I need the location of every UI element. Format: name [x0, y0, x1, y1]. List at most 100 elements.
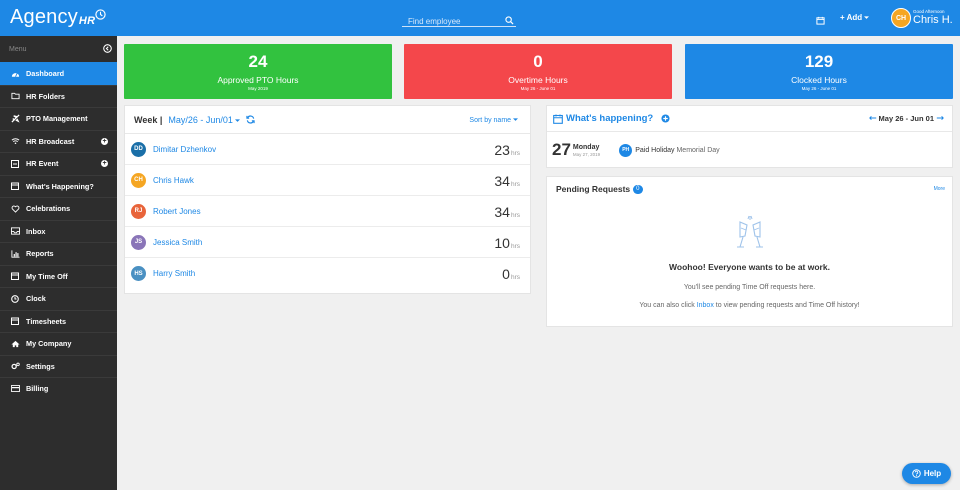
sidebar-item-dashboard[interactable]: Dashboard [0, 62, 117, 85]
employee-name-link[interactable]: Harry Smith [153, 269, 196, 278]
pending-requests-header: Pending Requests 0 More [547, 177, 952, 201]
sidebar-item-label: Reports [26, 249, 54, 259]
week-range-dropdown[interactable]: May/26 - Jun/01 [168, 115, 241, 125]
greeting-text: Good Afternoon [913, 9, 945, 14]
sidebar-item-label: HR Folders [26, 91, 65, 101]
event-row: 27 Monday May 27, 2019 PH Paid Holiday M… [547, 132, 952, 168]
approved-pto-label: Approved PTO Hours [217, 75, 299, 85]
sidebar-item-label: HR Event [26, 159, 59, 169]
logo-suffix: HR [78, 14, 96, 27]
search-icon[interactable] [505, 12, 514, 30]
hours-unit: hrs [510, 150, 520, 157]
sidebar-item-settings[interactable]: Settings [0, 354, 117, 378]
event-name: Memorial Day [676, 146, 720, 154]
pending-requests-panel: Pending Requests 0 More Woohoo! Everyone… [546, 176, 953, 327]
employee-avatar: JS [131, 234, 146, 250]
user-name: Chris H. [913, 14, 953, 26]
approved-pto-value: 24 [248, 52, 268, 71]
employee-row: JS Jessica Smith 10hrs [125, 227, 530, 258]
sidebar-item-hr-event[interactable]: HR Event + [0, 152, 117, 175]
add-button[interactable]: + Add [840, 13, 870, 22]
heart-icon [10, 204, 20, 214]
user-greeting[interactable]: Good Afternoon Chris H. [913, 9, 953, 26]
user-avatar[interactable]: CH [891, 8, 911, 28]
gears-icon [10, 361, 20, 371]
whats-happening-header: What's happening? May 26 - Jun 01 [547, 106, 952, 132]
event-day-number: 27 [552, 140, 571, 159]
search-input[interactable] [402, 17, 497, 26]
home-icon [10, 339, 20, 349]
employee-name-link[interactable]: Robert Jones [153, 206, 201, 216]
employee-hours: 0hrs [502, 266, 520, 282]
sidebar-item-label: Timesheets [26, 316, 67, 326]
sidebar-item-pto-management[interactable]: PTO Management [0, 107, 117, 130]
chevron-down-icon [235, 118, 241, 122]
date-range-text: May 26 - Jun 01 [878, 114, 934, 123]
sidebar-item-my-company[interactable]: My Company [0, 332, 117, 355]
clocked-hours-value: 129 [804, 52, 834, 71]
event-day-info: Monday May 27, 2019 [573, 144, 600, 157]
employee-avatar: DD [131, 141, 146, 157]
overtime-card[interactable]: 0 Overtime Hours May 26 - June 01 [404, 44, 672, 99]
sidebar-item-hr-folders[interactable]: HR Folders [0, 84, 117, 108]
add-broadcast-icon[interactable]: + [101, 137, 108, 145]
event-avatar: PH [619, 143, 633, 157]
employee-hours: 23hrs [494, 142, 520, 158]
arrow-right-icon[interactable] [936, 114, 944, 123]
week-header: Week | May/26 - Jun/01 Sort by name [125, 106, 530, 134]
inbox-link[interactable]: Inbox [696, 302, 714, 309]
chevron-down-icon [864, 13, 870, 22]
sidebar-item-whats-happening[interactable]: What's Happening? [0, 174, 117, 198]
sort-by-name-dropdown[interactable]: Sort by name [469, 117, 518, 124]
sidebar-item-label: My Company [26, 339, 72, 349]
sidebar-item-hr-broadcast[interactable]: HR Broadcast + [0, 129, 117, 153]
employee-name-link[interactable]: Jessica Smith [153, 237, 203, 247]
calendar-icon[interactable] [816, 12, 825, 30]
hours-unit: hrs [510, 243, 520, 250]
whats-happening-title[interactable]: What's happening? [566, 113, 654, 124]
employee-name-link[interactable]: Dimitar Dzhenkov [153, 144, 217, 154]
add-event-icon[interactable] [661, 110, 670, 128]
employee-avatar: RJ [131, 203, 146, 219]
approved-pto-card[interactable]: 24 Approved PTO Hours May 2019 [124, 44, 392, 99]
sidebar-item-clock[interactable]: Clock [0, 287, 117, 310]
weekly-hours-panel: Week | May/26 - Jun/01 Sort by name DD D… [124, 105, 531, 294]
employee-hours: 34hrs [494, 204, 520, 220]
arrow-left-icon[interactable] [868, 114, 877, 123]
pending-count-badge: 0 [633, 184, 643, 194]
employee-hours: 10hrs [494, 235, 520, 251]
help-button[interactable]: Help [902, 463, 951, 484]
more-link[interactable]: More [933, 186, 945, 192]
employee-name-link[interactable]: Chris Hawk [153, 175, 194, 185]
sidebar-item-celebrations[interactable]: Celebrations [0, 197, 117, 220]
sidebar-item-reports[interactable]: Reports [0, 242, 117, 265]
plane-icon [10, 114, 20, 124]
hint-text-post: to view pending requests and Time Off hi… [715, 302, 860, 309]
event-text[interactable]: Paid Holiday Memorial Day [635, 147, 719, 154]
sidebar-item-inbox[interactable]: Inbox [0, 219, 117, 243]
help-label: Help [923, 469, 942, 478]
refresh-icon[interactable] [246, 115, 256, 124]
empty-state-hint: You'll see pending Time Off requests her… [683, 284, 816, 291]
menu-header: Menu [0, 36, 117, 62]
sidebar-item-billing[interactable]: Billing [0, 377, 117, 400]
menu-label: Menu [9, 46, 27, 53]
dashboard-icon [10, 69, 20, 79]
clocked-hours-card[interactable]: 129 Clocked Hours May 26 - June 01 [685, 44, 953, 99]
sidebar-item-my-time-off[interactable]: My Time Off [0, 264, 117, 288]
add-event-icon[interactable]: + [101, 160, 108, 167]
calendar-icon [10, 316, 20, 326]
app-logo[interactable]: Agency HR [10, 6, 106, 29]
employee-avatar: HS [131, 266, 146, 281]
overtime-value: 0 [533, 52, 543, 71]
card-icon [10, 384, 20, 394]
pending-requests-title: Pending Requests [556, 184, 631, 194]
question-circle-icon [912, 469, 921, 478]
collapse-menu-icon[interactable] [103, 44, 112, 55]
event-date: May 27, 2019 [572, 151, 601, 157]
overtime-label: Overtime Hours [508, 75, 568, 85]
event-type: Paid Holiday [635, 146, 675, 154]
sidebar-item-timesheets[interactable]: Timesheets [0, 309, 117, 333]
sidebar-item-label: Inbox [26, 226, 46, 236]
clocked-hours-period: May 26 - June 01 [801, 86, 837, 91]
